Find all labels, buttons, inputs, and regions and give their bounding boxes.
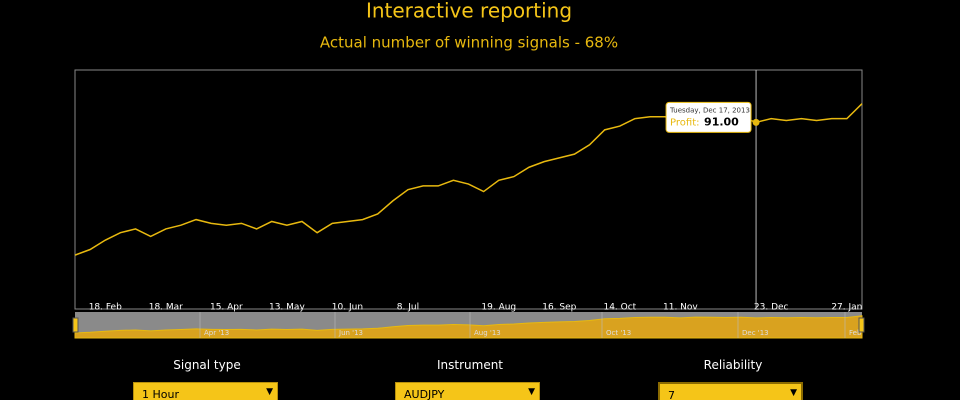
navigator-label: Feb [849, 329, 862, 337]
tooltip-value: 91.00 [704, 115, 739, 128]
navigator-handle [72, 317, 79, 333]
navigator-label: Apr '13 [204, 329, 229, 337]
chart-title: Interactive reporting [366, 0, 572, 23]
dropdown-arrow: ▼ [266, 387, 273, 397]
x-tick-label: 8. Jul [397, 303, 419, 313]
hover-point [752, 118, 760, 126]
navigator-area [74, 315, 863, 339]
x-tick-label: 27. Jan [831, 303, 862, 313]
dropdown-arrow: ▼ [790, 388, 797, 398]
tooltip-label: Profit: [670, 117, 699, 128]
navigator-label: Dec '13 [742, 329, 769, 337]
x-tick-label: 15. Apr [210, 303, 243, 313]
chart-subtitle: Actual number of winning signals - 68% [320, 34, 618, 52]
dropdown[interactable]: 7 ▼ [658, 382, 803, 400]
x-tick-label: 14. Oct [603, 303, 636, 313]
x-tick-label: 23. Dec [754, 303, 789, 313]
x-tick-label: 18. Mar [149, 303, 183, 313]
dropdown[interactable]: 1 Hour ▼ [133, 382, 278, 400]
dropdown-value: AUDJPY [404, 388, 445, 400]
plot-frame [74, 69, 863, 310]
navigator-label: Aug '13 [474, 329, 501, 337]
x-tick-label: 16. Sep [542, 303, 576, 313]
x-tick-label: 11. Nov [663, 303, 698, 313]
x-tick-label: 13. May [269, 303, 305, 313]
navigator-label: Oct '13 [606, 329, 631, 337]
dropdown-value: 1 Hour [142, 388, 179, 400]
control-label: Reliability [703, 358, 763, 372]
x-tick-label: 19. Aug [481, 303, 516, 313]
tooltip-box [665, 101, 752, 133]
x-tick-label: 10. Jun [332, 303, 363, 313]
control-label: Instrument [436, 358, 504, 372]
control-label: Signal type [173, 358, 241, 372]
navigator: Apr '13 Jun '13 Aug '13 Oct '13 Dec '13 Feb [72, 312, 865, 339]
dropdown-arrow: ▼ [528, 387, 535, 397]
x-tick-label: 18. Feb [89, 303, 122, 313]
dropdown-value: 7 [668, 389, 675, 400]
navigator-label: Jun '13 [338, 329, 363, 337]
tooltip-date: Tuesday, Dec 17, 2013 [669, 106, 750, 114]
dropdown[interactable]: AUDJPY ▼ [395, 382, 540, 400]
navigator-handle [858, 317, 865, 333]
